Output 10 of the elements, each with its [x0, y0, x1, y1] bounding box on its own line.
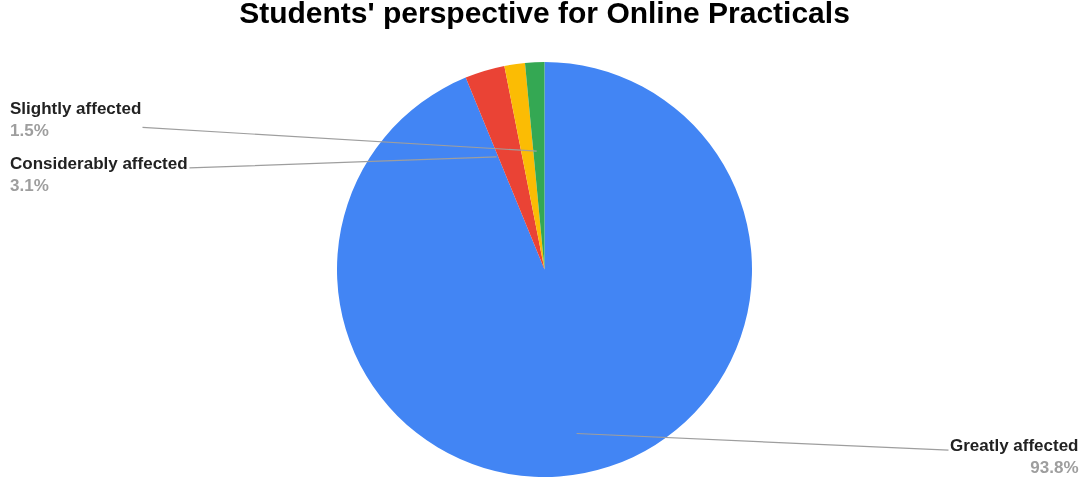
data-label: 1.5%	[10, 121, 49, 141]
data-label: 93.8%	[1030, 458, 1079, 478]
chart-title: Students' perspective for Online Practicals	[239, 0, 850, 30]
pie-slice	[465, 65, 545, 270]
slice-label: Greatly affected	[950, 436, 1079, 455]
pie-slice	[524, 62, 545, 270]
slice-label: Slightly affected	[10, 99, 142, 118]
slice-label: Considerably affected	[10, 154, 188, 173]
pie-slice	[337, 62, 752, 477]
data-label: 3.1%	[10, 176, 49, 196]
